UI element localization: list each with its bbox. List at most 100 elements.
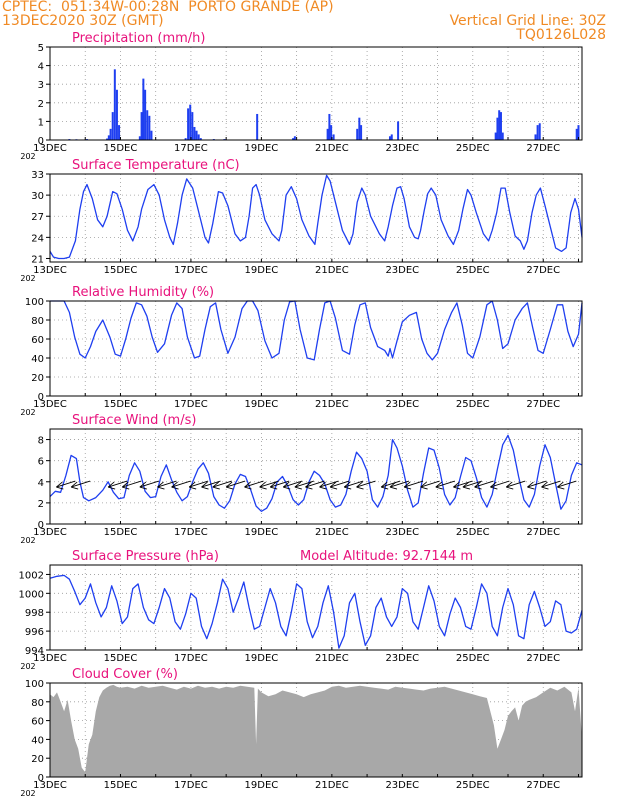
precip-bar <box>189 104 192 140</box>
wind-direction-arrow <box>453 480 473 490</box>
wind-arrow-head <box>541 481 549 490</box>
x-tick-label: 23DEC <box>385 399 419 410</box>
y-tick-label: 100 <box>25 679 44 690</box>
y-tick-label: 30 <box>31 191 44 202</box>
precip-bar <box>326 128 329 140</box>
x-tick-label: 15DEC <box>104 527 138 538</box>
x-tick-label: 21DEC <box>315 653 349 664</box>
wind-arrow-head <box>171 481 179 490</box>
wind-arrow-head <box>121 481 130 490</box>
wind-arrow-head <box>420 481 428 490</box>
panel-frame <box>49 682 583 778</box>
precip-bar <box>109 128 112 140</box>
precip-bar <box>501 132 504 140</box>
wind-arrow-shaft <box>403 480 424 488</box>
pressure-title: Surface Pressure (hPa) <box>72 549 219 564</box>
wind-direction-arrow <box>107 480 128 490</box>
x-tick-label: 17DEC <box>174 143 208 154</box>
wind-arrow-head <box>259 481 267 490</box>
cloud-title: Cloud Cover (%) <box>72 667 178 682</box>
precip-bar <box>197 134 200 140</box>
wind-arrow-shaft <box>344 480 364 488</box>
x-tick-label: 17DEC <box>174 780 208 791</box>
wind-direction-arrow <box>269 480 290 490</box>
wind-direction-arrow <box>329 480 350 490</box>
precip-bar <box>356 128 359 140</box>
wind-direction-arrow <box>527 480 547 490</box>
x-tick-label: 17DEC <box>174 265 208 276</box>
y-tick-label: 8 <box>38 436 44 447</box>
x-tick-label: 15DEC <box>104 265 138 276</box>
y-tick-label: 1002 <box>19 570 44 581</box>
wind-arrow-head <box>557 481 565 490</box>
x-tick-label: 23DEC <box>385 780 419 791</box>
wind-arrow-shaft <box>474 480 494 488</box>
wind-arrow-shaft <box>122 480 142 488</box>
x-tick-label: 19DEC <box>245 143 279 154</box>
wind-arrow-shaft <box>139 480 159 488</box>
x-tick-label: 27DEC <box>526 399 560 410</box>
wind-direction-arrow <box>505 480 526 490</box>
temp-title: Surface Temperature (nC) <box>72 158 240 173</box>
x-tick-label: 13DEC <box>33 265 67 276</box>
precip-bar <box>113 69 116 140</box>
wind-arrow-shaft <box>201 480 221 488</box>
precip-bar <box>538 123 541 140</box>
precip-bar <box>148 115 151 140</box>
precip-bar <box>330 125 333 140</box>
wind-arrow-shaft <box>270 480 290 488</box>
y-tick-label: 0 <box>38 773 44 784</box>
wind-arrow-head <box>139 481 147 490</box>
y-tick-label: 60 <box>31 717 44 728</box>
wind-direction-arrow <box>420 480 440 490</box>
wind-arrow-shaft <box>435 480 455 488</box>
x-tick-label: 19DEC <box>245 780 279 791</box>
x-tick-label: 17DEC <box>174 653 208 664</box>
x-tick-label: 13DEC <box>33 780 67 791</box>
wind-arrow-head <box>70 481 79 490</box>
wind-direction-arrow <box>171 480 191 490</box>
wind-arrow-head <box>474 481 482 490</box>
wind-direction-arrow <box>541 480 561 490</box>
x-tick-label: 19DEC <box>245 527 279 538</box>
y-tick-label: 0 <box>38 520 44 531</box>
precip-bar <box>293 136 296 140</box>
x-tick-label: 13DEC <box>33 143 67 154</box>
precip-bar <box>577 125 580 140</box>
y-tick-label: 4 <box>38 478 44 489</box>
precip-bar <box>115 89 118 140</box>
x-tick-label: 21DEC <box>315 780 349 791</box>
precip-bar <box>536 125 539 140</box>
x-tick-label: 27DEC <box>526 143 560 154</box>
wind-arrow-shaft <box>329 480 350 488</box>
x-tick-label: 21DEC <box>315 265 349 276</box>
wind-direction-arrow <box>403 480 424 490</box>
x-tick-label: 15DEC <box>104 399 138 410</box>
x-tick-label: 17DEC <box>174 399 208 410</box>
x-tick-label: 23DEC <box>385 143 419 154</box>
y-tick-label: 1 <box>38 117 44 128</box>
wind-direction-arrow <box>557 480 577 490</box>
y-tick-label: 998 <box>25 608 44 619</box>
wind-arrow-shaft <box>453 480 473 488</box>
rh-title: Relative Humidity (%) <box>72 285 214 300</box>
wind-arrow-shaft <box>189 480 209 488</box>
panel-precip: 0 1 2 3 4 5 13DEC 15DEC 17DEC 19DEC 21DEC 23DEC 25DE… <box>20 31 583 161</box>
wind-arrow-head <box>329 481 338 490</box>
x-tick-label: 21DEC <box>315 399 349 410</box>
y-tick-label: 27 <box>31 212 44 223</box>
x-tick-label: 15DEC <box>104 143 138 154</box>
precip-bar <box>140 112 143 140</box>
wind-arrow-shaft <box>389 480 410 488</box>
cloud-cover-area <box>50 684 582 777</box>
wind-arrow-head <box>462 481 471 490</box>
wind-arrow-shaft <box>557 480 577 488</box>
precip-bar <box>107 135 110 140</box>
x-tick-label: 13DEC <box>33 653 67 664</box>
precip-bar <box>193 126 196 140</box>
panel-temp: 21 24 27 30 33 13DEC 15DEC 17DEC 19DEC 21DEC 23DEC… <box>20 158 583 283</box>
wind-direction-arrow <box>305 480 325 490</box>
precip-bar <box>328 113 331 140</box>
precip-bar <box>575 128 578 140</box>
header-grid-note: Vertical Grid Line: 30Z <box>449 13 606 29</box>
